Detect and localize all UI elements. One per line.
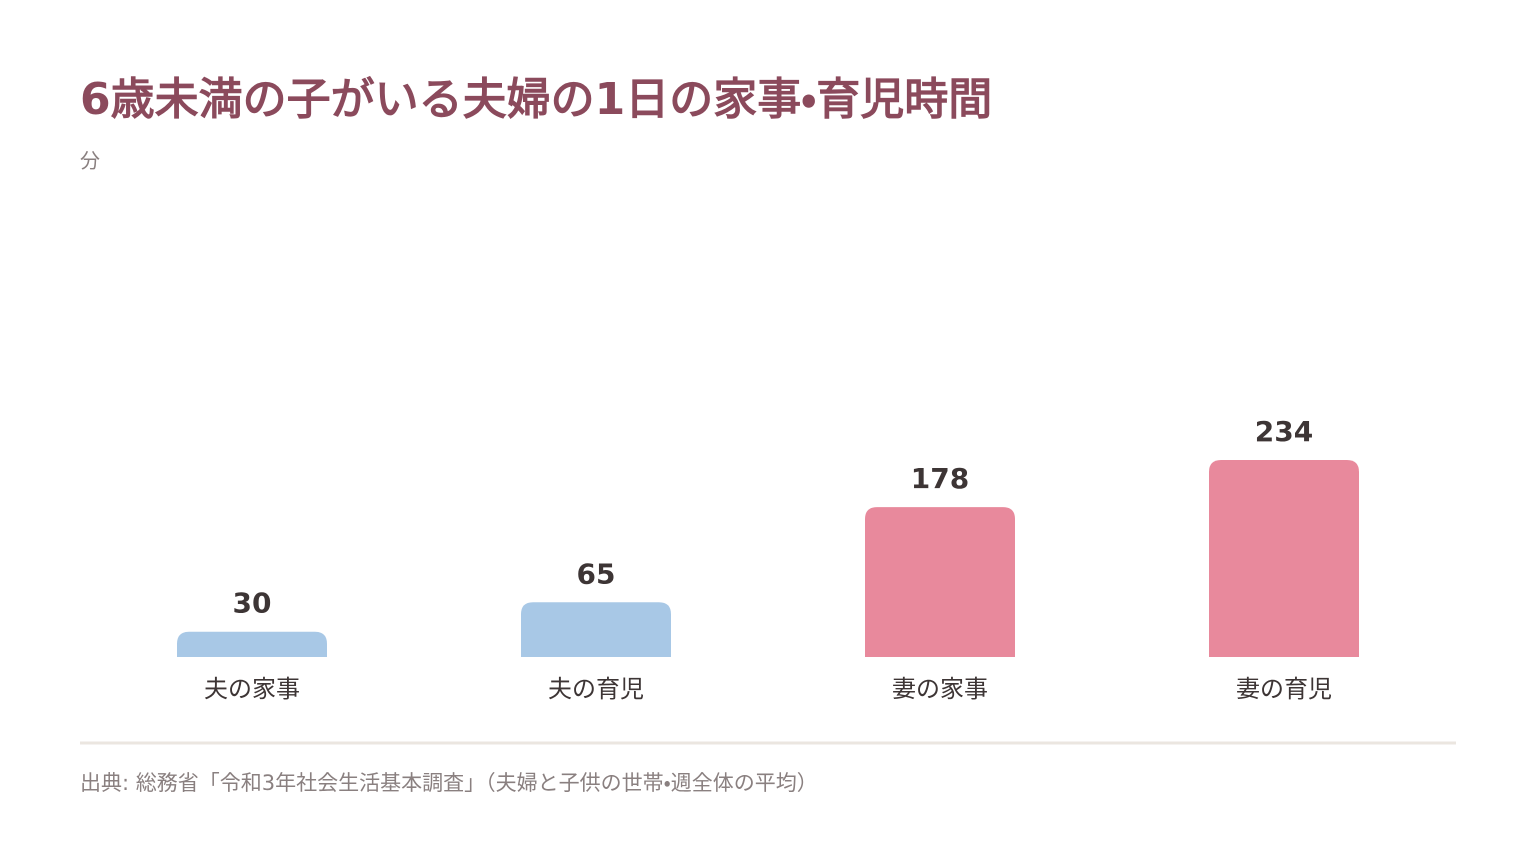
value-label: 178: [911, 462, 969, 495]
y-axis-unit: 分: [80, 149, 100, 173]
bar: [1209, 460, 1359, 657]
x-tick-label: 夫の家事: [204, 675, 300, 703]
x-tick-label: 夫の育児: [548, 675, 644, 703]
value-label: 30: [233, 587, 272, 620]
value-label: 234: [1255, 415, 1313, 448]
chart-title: 6歳未満の子がいる夫婦の1日の家事・育児時間: [80, 74, 992, 125]
source-note: 出典: 総務省「令和3年社会生活基本調査」（夫婦と子供の世帯・週全体の平均）: [80, 771, 818, 795]
bar: [177, 631, 327, 657]
value-label: 65: [577, 557, 616, 590]
x-tick-label: 妻の育児: [1236, 675, 1332, 703]
bar: [865, 507, 1015, 657]
bar: [521, 602, 671, 657]
x-tick-label: 妻の家事: [892, 675, 988, 703]
